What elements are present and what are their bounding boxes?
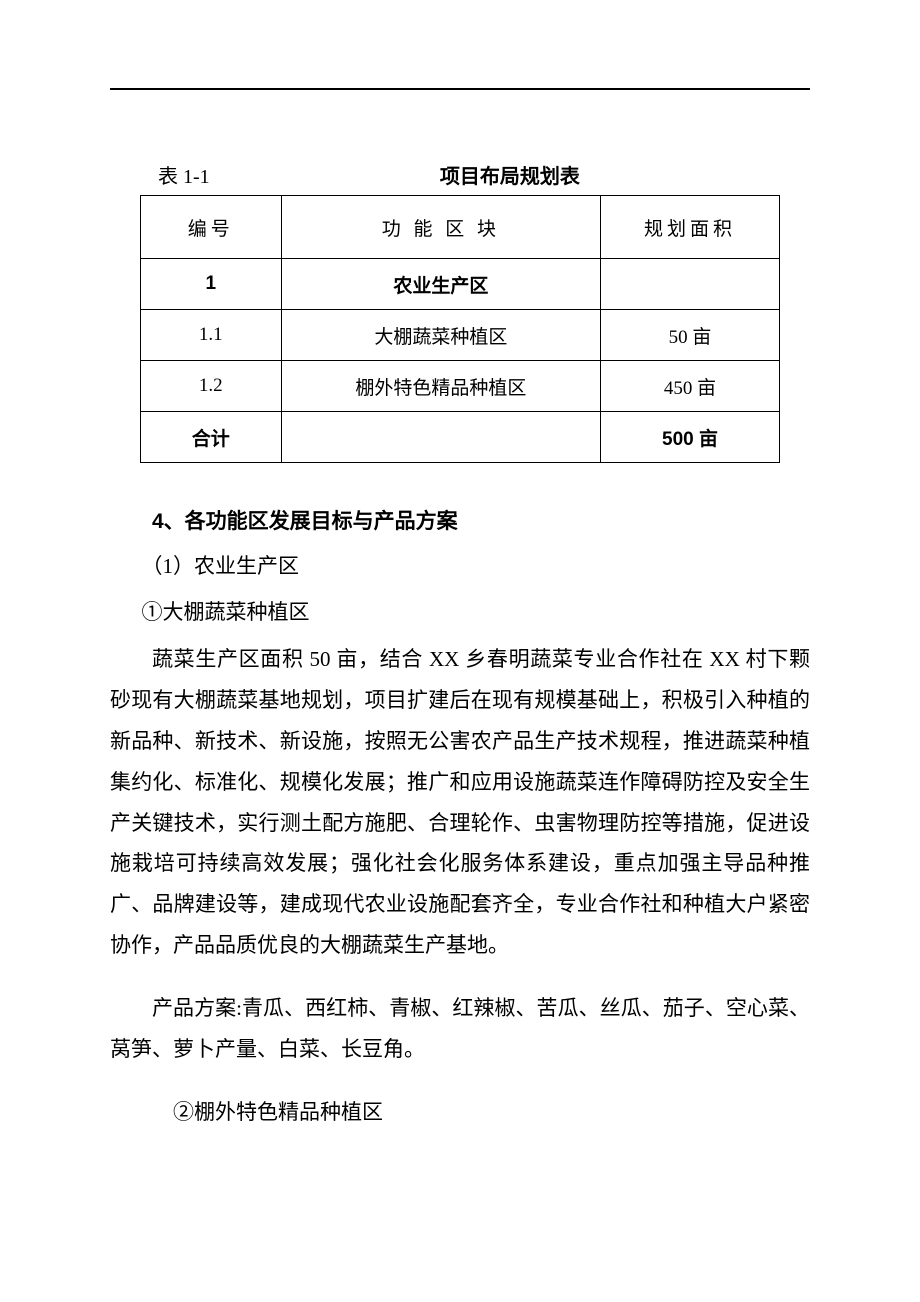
table-row: 1.2 棚外特色精品种植区 450 亩 xyxy=(141,361,780,412)
cell-area: 450 亩 xyxy=(601,361,780,412)
document-page: 表 1-1 项目布局规划表 编号 功 能 区 块 规划面积 1 农业生产区 1.… xyxy=(0,0,920,1302)
plan-table: 编号 功 能 区 块 规划面积 1 农业生产区 1.1 大棚蔬菜种植区 50 亩… xyxy=(140,195,780,463)
table-row: 合计 500 亩 xyxy=(141,412,780,463)
cell-block: 棚外特色精品种植区 xyxy=(281,361,601,412)
cell-area: 500 亩 xyxy=(601,412,780,463)
table-header-row: 编号 功 能 区 块 规划面积 xyxy=(141,196,780,259)
cell-block xyxy=(281,412,601,463)
table-caption-number: 表 1-1 xyxy=(110,160,210,189)
col-header-no: 编号 xyxy=(141,196,282,259)
section-heading: 4、各功能区发展目标与产品方案 xyxy=(110,505,810,535)
cell-block: 农业生产区 xyxy=(281,259,601,310)
table-caption-title: 项目布局规划表 xyxy=(210,160,810,189)
cell-no: 合计 xyxy=(141,412,282,463)
sub-heading-1a: ①大棚蔬菜种植区 xyxy=(110,593,810,633)
cell-no: 1.1 xyxy=(141,310,282,361)
table-row: 1.1 大棚蔬菜种植区 50 亩 xyxy=(141,310,780,361)
sub-heading-1: （1）农业生产区 xyxy=(110,547,810,587)
cell-no: 1.2 xyxy=(141,361,282,412)
sub-heading-1b: ②棚外特色精品种植区 xyxy=(110,1092,810,1133)
col-header-area: 规划面积 xyxy=(601,196,780,259)
cell-area xyxy=(601,259,780,310)
table-row: 1 农业生产区 xyxy=(141,259,780,310)
paragraph-2: 产品方案:青瓜、西红柿、青椒、红辣椒、苦瓜、丝瓜、茄子、空心菜、莴笋、萝卜产量、… xyxy=(110,988,810,1070)
cell-no: 1 xyxy=(141,259,282,310)
top-rule xyxy=(110,88,810,90)
paragraph-1: 蔬菜生产区面积 50 亩，结合 XX 乡春明蔬菜专业合作社在 XX 村下颗砂现有… xyxy=(110,639,810,967)
cell-area: 50 亩 xyxy=(601,310,780,361)
col-header-block: 功 能 区 块 xyxy=(281,196,601,259)
table-caption: 表 1-1 项目布局规划表 xyxy=(110,160,810,189)
cell-block: 大棚蔬菜种植区 xyxy=(281,310,601,361)
